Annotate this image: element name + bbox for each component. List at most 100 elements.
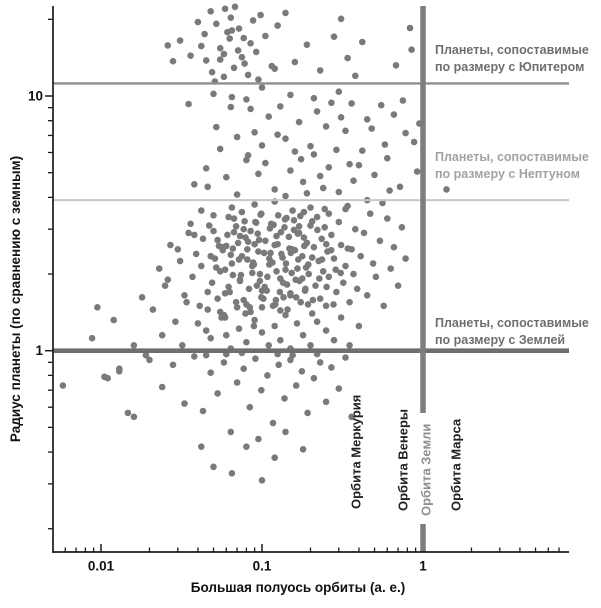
data-point bbox=[258, 294, 265, 301]
data-point bbox=[335, 88, 343, 95]
data-point bbox=[282, 266, 289, 274]
data-point bbox=[346, 342, 353, 349]
data-point bbox=[371, 171, 378, 179]
data-point bbox=[299, 446, 307, 453]
data-point bbox=[359, 147, 366, 154]
data-point bbox=[294, 230, 302, 237]
data-point bbox=[314, 226, 321, 234]
data-point bbox=[316, 67, 324, 74]
data-point bbox=[116, 368, 123, 375]
data-point bbox=[249, 17, 257, 24]
data-point bbox=[241, 218, 248, 225]
data-point bbox=[187, 52, 194, 59]
data-point bbox=[176, 257, 184, 265]
data-point bbox=[202, 57, 210, 64]
data-point bbox=[352, 72, 359, 80]
data-point bbox=[288, 269, 296, 277]
data-point bbox=[204, 288, 211, 296]
data-point bbox=[308, 310, 316, 317]
data-point bbox=[390, 111, 398, 118]
data-point bbox=[321, 224, 329, 231]
data-point bbox=[94, 304, 101, 311]
data-point bbox=[342, 262, 349, 270]
data-point bbox=[318, 256, 326, 263]
data-point bbox=[322, 398, 330, 406]
data-point bbox=[233, 133, 241, 141]
data-point bbox=[408, 46, 415, 53]
data-point bbox=[249, 269, 256, 277]
data-point bbox=[299, 331, 307, 339]
data-point bbox=[342, 127, 349, 135]
data-point bbox=[282, 135, 289, 142]
mercury-orbit-label: Орбита Меркурия bbox=[349, 395, 364, 509]
data-point bbox=[202, 327, 210, 334]
data-point bbox=[231, 3, 239, 11]
data-point bbox=[236, 277, 244, 285]
data-point bbox=[379, 199, 386, 207]
data-point bbox=[256, 277, 264, 285]
data-point bbox=[384, 215, 391, 222]
data-point bbox=[258, 304, 266, 311]
data-point bbox=[204, 306, 211, 313]
data-point bbox=[207, 334, 214, 342]
data-point bbox=[185, 229, 192, 237]
data-point bbox=[196, 302, 203, 310]
data-point bbox=[266, 261, 273, 268]
data-point bbox=[227, 251, 235, 259]
data-point bbox=[215, 242, 223, 250]
data-point bbox=[187, 220, 194, 228]
data-point bbox=[279, 254, 286, 261]
y-tick-label: 10 bbox=[28, 89, 43, 104]
data-point bbox=[337, 15, 345, 23]
data-point bbox=[337, 314, 345, 321]
data-point bbox=[287, 249, 295, 257]
data-point bbox=[274, 240, 281, 248]
data-point bbox=[216, 56, 224, 63]
data-point bbox=[207, 369, 214, 377]
data-point bbox=[344, 245, 352, 252]
data-point bbox=[342, 354, 349, 361]
data-point bbox=[167, 241, 174, 249]
data-point bbox=[330, 33, 338, 40]
data-point bbox=[348, 413, 355, 421]
data-point bbox=[274, 131, 281, 138]
data-point bbox=[287, 167, 294, 174]
data-point bbox=[295, 256, 302, 263]
data-point bbox=[243, 301, 250, 308]
data-point bbox=[189, 273, 196, 281]
data-point bbox=[194, 320, 202, 327]
data-point bbox=[310, 243, 318, 251]
data-point bbox=[262, 32, 269, 40]
data-point bbox=[291, 58, 299, 66]
data-point bbox=[260, 249, 268, 257]
data-point bbox=[300, 234, 308, 241]
jupiter-annotation-line1: Планеты, сопоставимые bbox=[435, 43, 589, 57]
data-point bbox=[198, 262, 205, 270]
data-point bbox=[161, 282, 169, 290]
data-point bbox=[238, 208, 246, 216]
data-point bbox=[247, 105, 254, 113]
data-point bbox=[221, 5, 229, 13]
data-point bbox=[234, 239, 242, 247]
data-point bbox=[287, 290, 294, 297]
data-point bbox=[304, 409, 311, 417]
data-point bbox=[198, 207, 205, 214]
data-point bbox=[271, 65, 279, 72]
data-point bbox=[313, 108, 321, 115]
data-point bbox=[229, 245, 237, 252]
data-point bbox=[313, 213, 321, 221]
data-point bbox=[330, 301, 337, 308]
data-point bbox=[230, 228, 238, 236]
data-point bbox=[305, 261, 312, 268]
data-point bbox=[169, 361, 177, 369]
data-point bbox=[277, 103, 284, 110]
data-point bbox=[337, 114, 345, 121]
data-point bbox=[277, 307, 284, 314]
data-point bbox=[213, 20, 220, 28]
data-point bbox=[301, 287, 309, 295]
data-point bbox=[297, 212, 304, 220]
data-point bbox=[321, 205, 329, 213]
data-point bbox=[307, 142, 314, 150]
